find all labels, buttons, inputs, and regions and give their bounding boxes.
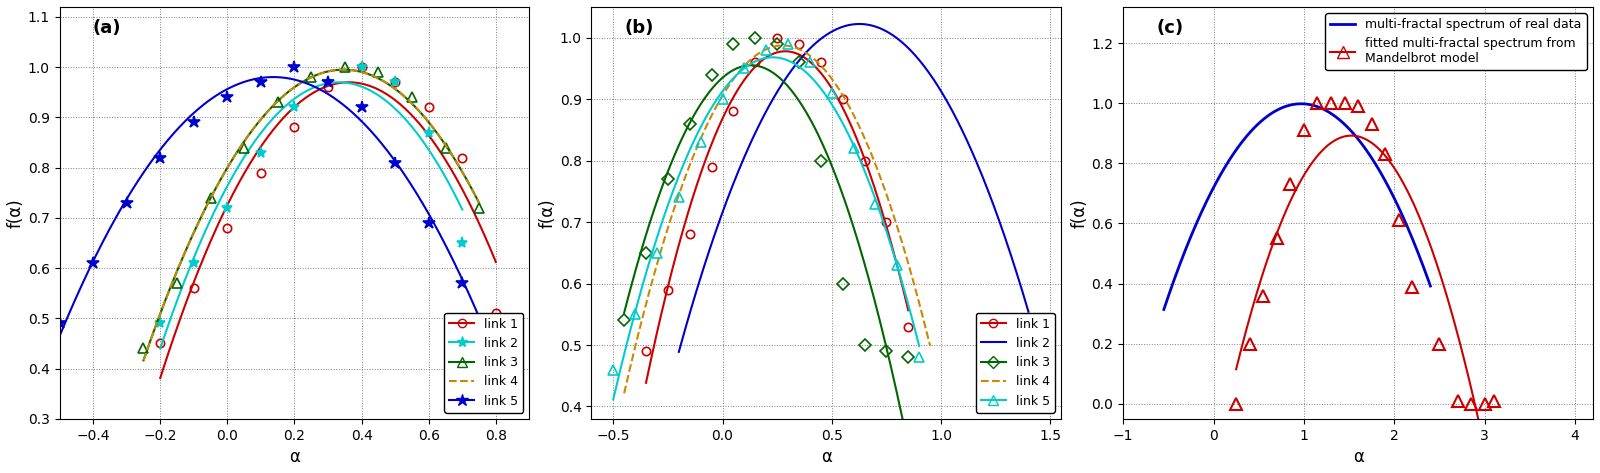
Y-axis label: f(α): f(α) xyxy=(6,198,26,228)
Legend: link 1, link 2, link 3, link 4, link 5: link 1, link 2, link 3, link 4, link 5 xyxy=(445,313,523,412)
X-axis label: α: α xyxy=(290,448,299,466)
X-axis label: α: α xyxy=(821,448,832,466)
Text: (b): (b) xyxy=(624,19,654,37)
Text: (c): (c) xyxy=(1157,19,1184,37)
Y-axis label: f(α): f(α) xyxy=(1070,198,1088,228)
Y-axis label: f(α): f(α) xyxy=(539,198,557,228)
Legend: link 1, link 2, link 3, link 4, link 5: link 1, link 2, link 3, link 4, link 5 xyxy=(976,313,1054,412)
Legend: multi-fractal spectrum of real data, fitted multi-fractal spectrum from
Mandelbr: multi-fractal spectrum of real data, fit… xyxy=(1325,13,1587,70)
Text: (a): (a) xyxy=(93,19,122,37)
X-axis label: α: α xyxy=(1352,448,1363,466)
